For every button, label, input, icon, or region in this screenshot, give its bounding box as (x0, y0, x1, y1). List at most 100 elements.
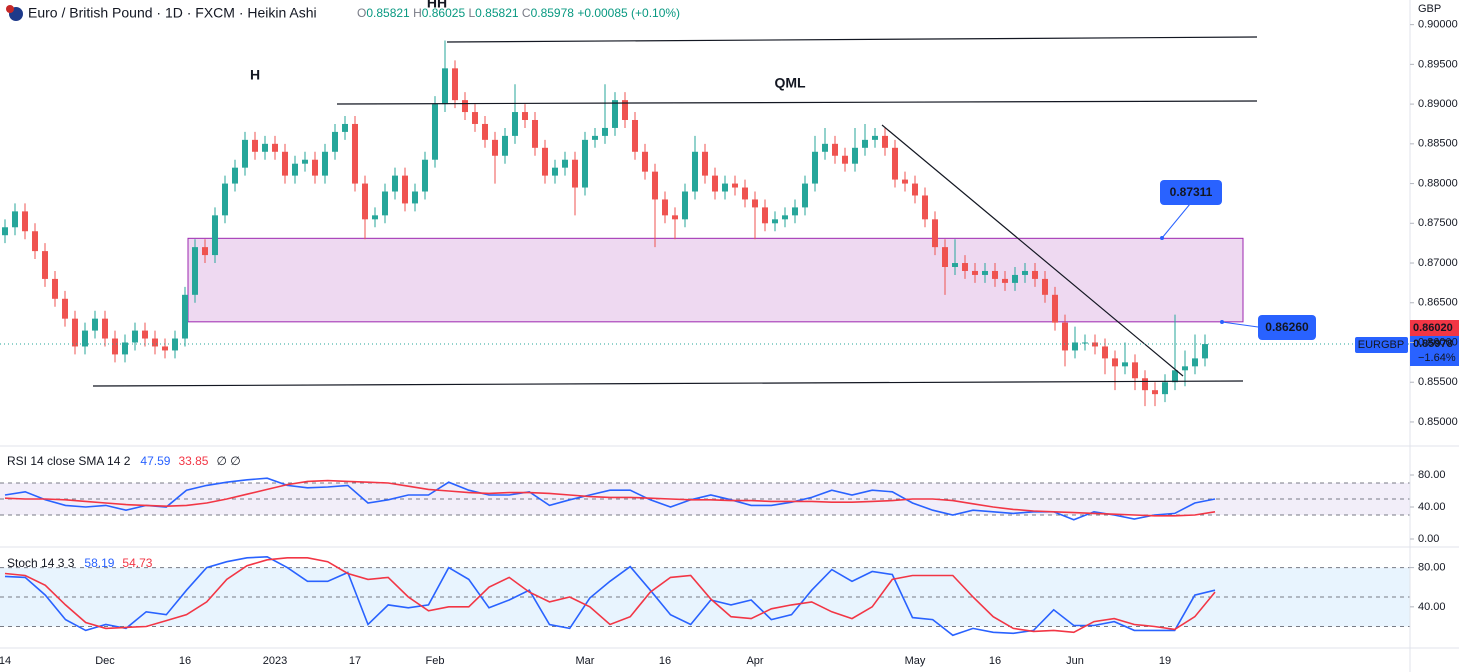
candle-body (682, 191, 688, 220)
ohlc-change: +0.00085 (+0.10%) (577, 6, 680, 20)
candle-body (432, 104, 438, 160)
callout-line (1161, 203, 1191, 239)
y-tick-label: 40.00 (1418, 601, 1446, 613)
candle-body (832, 143, 838, 156)
candle-body (82, 330, 88, 347)
candle-body (1182, 366, 1188, 371)
x-tick-label: Apr (746, 655, 763, 667)
indicator-value: 47.59 (140, 454, 170, 468)
candle-body (792, 207, 798, 216)
candle-body (42, 251, 48, 279)
candle-body (472, 112, 478, 124)
candle-body (222, 183, 228, 216)
candle-body (552, 167, 558, 176)
candle-body (252, 139, 258, 152)
candle-body (612, 100, 618, 128)
x-tick-label: 16 (989, 655, 1001, 667)
candle-body (172, 338, 178, 351)
ohlc-key: H (413, 6, 422, 20)
x-tick-label: 2023 (263, 655, 287, 667)
candle-body (312, 159, 318, 176)
candle-body (972, 270, 978, 275)
zone (187, 237, 1244, 323)
annotation: QML (774, 75, 806, 91)
ohlc-key: C (522, 6, 531, 20)
indicator-value: 33.85 (178, 454, 208, 468)
candle-body (992, 270, 998, 279)
candle-body (152, 338, 158, 347)
marks (2, 40, 1216, 637)
candle-body (542, 147, 548, 176)
candle-body (772, 219, 778, 224)
callout-point (1220, 320, 1224, 324)
candle-body (1042, 278, 1048, 295)
candle-body (872, 135, 878, 140)
candle-body (462, 100, 468, 113)
candle-body (632, 119, 638, 152)
y-tick-label: 0.88500 (1418, 138, 1458, 150)
y-tick-label: 80.00 (1418, 562, 1446, 574)
candle-body (762, 207, 768, 224)
candle-body (672, 215, 678, 220)
candle-body (282, 151, 288, 176)
annotation: HH (427, 0, 447, 11)
candle-body (722, 183, 728, 192)
candle-body (302, 159, 308, 164)
candle-body (332, 131, 338, 152)
candle-body (122, 342, 128, 355)
candle-body (1032, 270, 1038, 279)
trend-line (881, 124, 1184, 377)
candle-body (1052, 294, 1058, 323)
candle-body (1172, 370, 1178, 383)
indicator-title: Stoch 14 3 3 (7, 556, 75, 570)
candle-body (32, 231, 38, 252)
candle-body (1152, 390, 1158, 395)
candle-body (102, 318, 108, 339)
callout-point (1160, 236, 1164, 240)
candle-body (702, 151, 708, 176)
candle-body (982, 270, 988, 275)
candle-body (2, 227, 8, 236)
x-tick-label: May (905, 655, 926, 667)
candle-body (1102, 346, 1108, 359)
candle-body (1092, 342, 1098, 347)
candle-body (782, 215, 788, 220)
candle-body (522, 112, 528, 120)
indicator-legend: Stoch 14 3 3 58.19 54.73 (7, 556, 153, 570)
y-tick-label: 0.85000 (1418, 416, 1458, 428)
price-badge-label: −1.64% (1418, 352, 1456, 364)
candle-body (712, 175, 718, 192)
y-tick-label: 40.00 (1418, 501, 1446, 513)
candle-body (752, 199, 758, 208)
candle-body (742, 187, 748, 200)
callout-line (1221, 321, 1259, 328)
symbol-badge (1355, 337, 1408, 353)
indicator-legend: RSI 14 close SMA 14 2 47.59 33.85 ∅ ∅ (7, 454, 241, 468)
candle-body (1192, 358, 1198, 367)
candle-body (422, 159, 428, 192)
candle-body (72, 318, 78, 347)
x-tick-label: 16 (659, 655, 671, 667)
candle-body (952, 263, 958, 267)
indicator-extra: ∅ ∅ (216, 454, 240, 468)
x-tick-label: Dec (95, 655, 115, 667)
candle-body (412, 191, 418, 204)
candle-body (942, 247, 948, 267)
trend-line (92, 380, 1244, 387)
candle-body (622, 100, 628, 120)
ohlc-key: L (468, 6, 475, 20)
currency: GBP (1418, 3, 1441, 15)
x-tick-label: 17 (349, 655, 361, 667)
x-tick-label: 19 (1159, 655, 1171, 667)
candle-body (372, 215, 378, 220)
candle-body (1062, 322, 1068, 351)
candle-body (732, 183, 738, 188)
candle-body (382, 191, 388, 216)
ohlc-value: 0.85978 (531, 6, 575, 20)
candle-body (112, 338, 118, 355)
annotation: H (250, 67, 260, 83)
candle-body (502, 135, 508, 156)
